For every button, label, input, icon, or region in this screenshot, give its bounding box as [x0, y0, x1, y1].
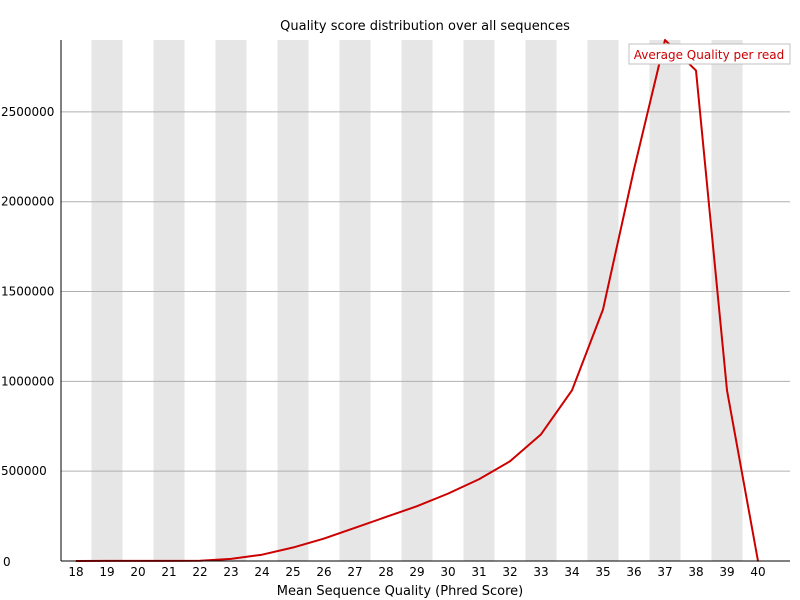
legend-label: Average Quality per read — [634, 48, 785, 62]
data-point-24 — [261, 553, 263, 556]
band-25 — [277, 40, 309, 561]
x-tick-25: 25 — [285, 565, 300, 579]
data-point-39 — [726, 389, 728, 392]
x-tick-26: 26 — [316, 565, 331, 579]
x-tick-38: 38 — [688, 565, 703, 579]
x-tick-22: 22 — [192, 565, 207, 579]
data-point-37 — [664, 39, 666, 41]
x-tick-39: 39 — [719, 565, 734, 579]
x-axis-label: Mean Sequence Quality (Phred Score) — [277, 584, 523, 599]
x-tick-30: 30 — [440, 565, 455, 579]
y-tick-2500000: 2500000 — [1, 105, 54, 119]
x-tick-28: 28 — [378, 565, 393, 579]
x-tick-32: 32 — [502, 565, 517, 579]
data-point-25 — [292, 546, 294, 549]
band-19 — [91, 40, 123, 561]
band-29 — [401, 40, 433, 561]
x-tick-20: 20 — [130, 565, 145, 579]
data-point-36 — [633, 168, 635, 171]
x-tick-24: 24 — [254, 565, 269, 579]
x-tick-34: 34 — [564, 565, 579, 579]
background-bands — [91, 40, 743, 561]
x-tick-37: 37 — [657, 565, 672, 579]
y-tick-500000: 500000 — [1, 464, 47, 478]
band-21 — [153, 40, 185, 561]
x-tick-27: 27 — [347, 565, 362, 579]
axes — [60, 40, 790, 562]
band-37 — [649, 40, 681, 561]
legend: Average Quality per read — [628, 43, 791, 65]
x-tick-33: 33 — [533, 565, 548, 579]
x-tick-19: 19 — [99, 565, 114, 579]
x-tick-31: 31 — [471, 565, 486, 579]
band-23 — [215, 40, 247, 561]
x-tick-35: 35 — [595, 565, 610, 579]
y-tick-2000000: 2000000 — [1, 195, 54, 209]
data-point-31 — [478, 478, 480, 481]
x-tick-23: 23 — [223, 565, 238, 579]
x-tick-21: 21 — [161, 565, 176, 579]
x-tick-40: 40 — [750, 565, 765, 579]
data-point-28 — [385, 516, 387, 518]
x-tick-36: 36 — [626, 565, 641, 579]
y-tick-1000000: 1000000 — [1, 374, 54, 388]
band-39 — [711, 40, 743, 561]
x-tick-18: 18 — [68, 565, 83, 579]
data-point-34 — [571, 389, 573, 392]
y-tick-0: 0 — [3, 555, 11, 569]
data-point-30 — [447, 492, 449, 495]
data-point-26 — [323, 537, 325, 540]
band-31 — [463, 40, 495, 561]
y-tick-labels: 0 500000 1000000 1500000 2000000 2500000 — [1, 105, 54, 569]
x-tick-labels: 18 19 20 21 22 23 24 25 26 27 28 29 30 31 32 33 34 35 36 37… — [68, 565, 765, 579]
y-tick-1500000: 1500000 — [1, 285, 54, 299]
legend-box — [628, 43, 791, 65]
data-point-35 — [602, 308, 604, 311]
data-point-29 — [416, 505, 418, 508]
data-point-23 — [230, 558, 232, 560]
band-27 — [339, 40, 371, 561]
data-point-33 — [540, 433, 542, 436]
x-tick-29: 29 — [409, 565, 424, 579]
data-point-27 — [354, 526, 356, 529]
data-point-38 — [695, 69, 697, 72]
band-33 — [525, 40, 557, 561]
band-35 — [587, 40, 619, 561]
chart-title: Quality score distribution over all sequ… — [280, 19, 570, 34]
data-point-32 — [509, 460, 511, 463]
gridlines — [61, 111, 790, 472]
